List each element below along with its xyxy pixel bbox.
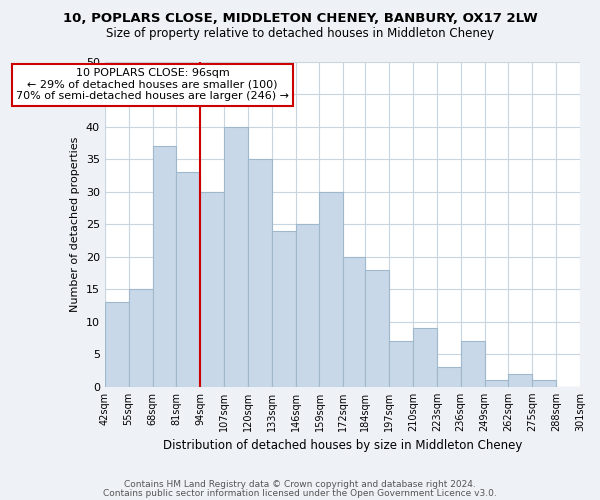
Bar	[413, 328, 437, 387]
Bar	[272, 230, 296, 387]
Bar	[508, 374, 532, 387]
Text: Contains public sector information licensed under the Open Government Licence v3: Contains public sector information licen…	[103, 488, 497, 498]
Bar	[176, 172, 200, 387]
Bar	[343, 256, 365, 387]
Bar	[461, 342, 485, 387]
Bar	[365, 270, 389, 387]
X-axis label: Distribution of detached houses by size in Middleton Cheney: Distribution of detached houses by size …	[163, 440, 522, 452]
Bar	[485, 380, 508, 387]
Bar	[389, 342, 413, 387]
Bar	[532, 380, 556, 387]
Bar	[224, 126, 248, 387]
Bar	[437, 368, 461, 387]
Bar	[296, 224, 319, 387]
Text: 10 POPLARS CLOSE: 96sqm
← 29% of detached houses are smaller (100)
70% of semi-d: 10 POPLARS CLOSE: 96sqm ← 29% of detache…	[16, 68, 289, 101]
Text: 10, POPLARS CLOSE, MIDDLETON CHENEY, BANBURY, OX17 2LW: 10, POPLARS CLOSE, MIDDLETON CHENEY, BAN…	[62, 12, 538, 26]
Bar	[152, 146, 176, 387]
Y-axis label: Number of detached properties: Number of detached properties	[70, 136, 80, 312]
Bar	[128, 289, 152, 387]
Text: Contains HM Land Registry data © Crown copyright and database right 2024.: Contains HM Land Registry data © Crown c…	[124, 480, 476, 489]
Bar	[319, 192, 343, 387]
Bar	[200, 192, 224, 387]
Bar	[248, 159, 272, 387]
Bar	[105, 302, 128, 387]
Text: Size of property relative to detached houses in Middleton Cheney: Size of property relative to detached ho…	[106, 28, 494, 40]
